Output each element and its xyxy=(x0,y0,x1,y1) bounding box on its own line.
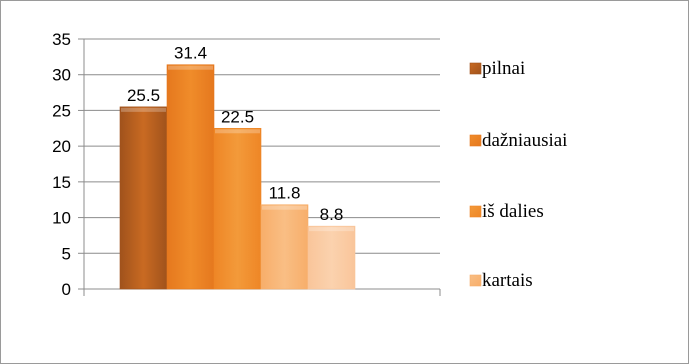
bar-kartais xyxy=(260,204,309,290)
legend-label: kartais xyxy=(482,270,533,291)
bar-highlight xyxy=(121,107,166,112)
legend-swatch xyxy=(469,274,482,287)
bar-series-5 xyxy=(307,225,356,290)
axes: 0 5 10 15 20 25 30 35 xyxy=(52,30,441,299)
data-label: 31.4 xyxy=(174,44,207,63)
legend-label: iš dalies xyxy=(482,201,544,222)
legend-swatch xyxy=(469,134,482,147)
bar-dažniausiai xyxy=(166,64,215,290)
data-label: 25.5 xyxy=(127,86,160,105)
data-label: 22.5 xyxy=(221,107,254,126)
y-tick-label: 25 xyxy=(52,101,71,120)
y-tick-label: 0 xyxy=(62,280,71,299)
data-label: 8.8 xyxy=(320,205,344,224)
legend: pilnai dažniausiai iš dalies kartais xyxy=(469,58,567,291)
y-tick-label: 30 xyxy=(52,66,71,85)
bar-highlight xyxy=(168,65,213,70)
data-labels: 25.5 31.4 22.5 11.8 8.8 xyxy=(127,44,343,224)
data-label: 11.8 xyxy=(269,184,301,203)
legend-label: dažniausiai xyxy=(482,130,567,151)
y-tick-label: 35 xyxy=(52,30,71,49)
legend-swatch xyxy=(469,62,482,75)
y-tick-label: 5 xyxy=(62,244,71,263)
bar-highlight xyxy=(309,227,354,232)
bars xyxy=(119,64,356,290)
bar-highlight xyxy=(262,205,307,210)
y-tick-label: 15 xyxy=(52,173,71,192)
bar-iš-dalies xyxy=(213,127,262,290)
legend-label: pilnai xyxy=(482,58,525,79)
y-tick-label: 20 xyxy=(52,137,71,156)
bar-pilnai xyxy=(119,106,168,290)
bar-highlight xyxy=(215,129,260,134)
y-tick-label: 10 xyxy=(52,209,71,228)
legend-swatch xyxy=(469,205,482,218)
